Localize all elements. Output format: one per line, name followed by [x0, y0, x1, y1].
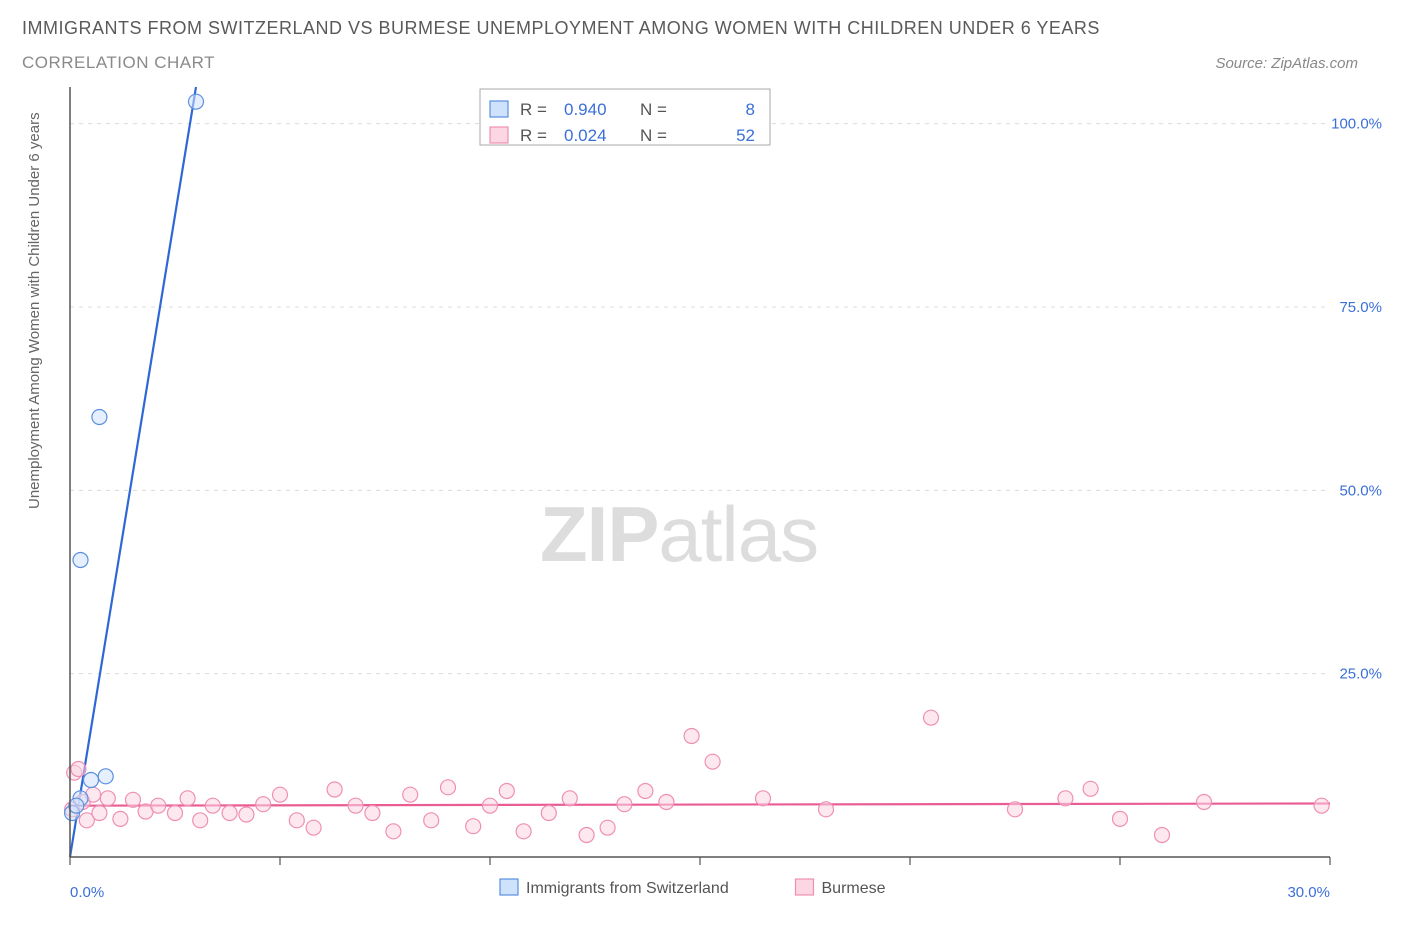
svg-text:0.0%: 0.0%: [70, 884, 104, 901]
svg-text:N =: N =: [640, 126, 667, 145]
correlation-scatter-chart: 0.0% 30.0% 25.0% 50.0% 75.0% 100.0% R = 0.940 N …: [20, 79, 1386, 909]
source-attribution: Source: ZipAtlas.com: [1215, 55, 1358, 72]
svg-text:50.0%: 50.0%: [1339, 482, 1382, 499]
svg-text:75.0%: 75.0%: [1339, 299, 1382, 316]
svg-text:100.0%: 100.0%: [1331, 116, 1382, 133]
svg-text:52: 52: [736, 126, 755, 145]
svg-text:8: 8: [746, 100, 755, 119]
svg-text:R =: R =: [520, 100, 547, 119]
svg-text:0.940: 0.940: [564, 100, 607, 119]
svg-text:N =: N =: [640, 100, 667, 119]
svg-text:Burmese: Burmese: [822, 880, 886, 897]
svg-text:Immigrants from Switzerland: Immigrants from Switzerland: [526, 880, 729, 897]
svg-text:R =: R =: [520, 126, 547, 145]
chart-title: IMMIGRANTS FROM SWITZERLAND VS BURMESE U…: [22, 18, 1386, 39]
chart-subtitle: CORRELATION CHART: [22, 53, 215, 73]
y-axis-label: Unemployment Among Women with Children U…: [26, 112, 43, 509]
chart-area: Unemployment Among Women with Children U…: [20, 79, 1386, 909]
svg-text:30.0%: 30.0%: [1287, 884, 1330, 901]
svg-text:25.0%: 25.0%: [1339, 666, 1382, 683]
svg-text:0.024: 0.024: [564, 126, 607, 145]
